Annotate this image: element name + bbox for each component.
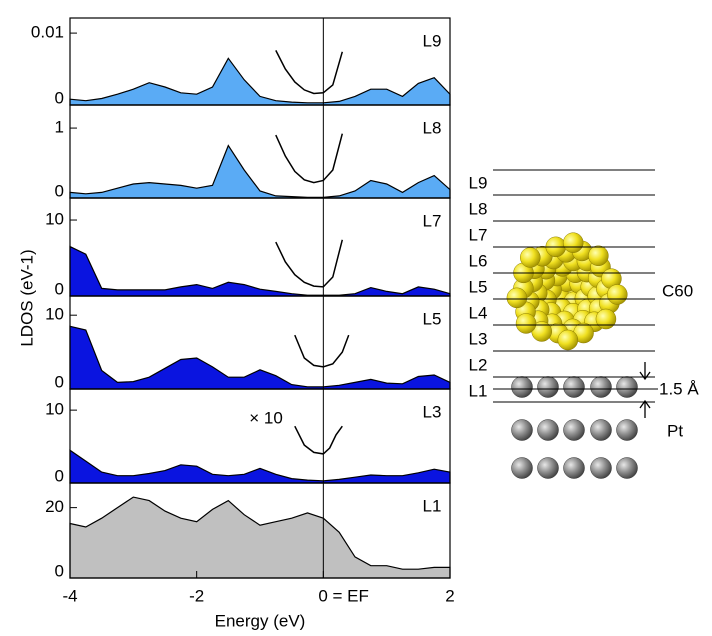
x-tick-label: -2 bbox=[189, 586, 204, 605]
y-tick-label: 0 bbox=[55, 88, 64, 107]
y-tick-label: 0 bbox=[55, 466, 64, 485]
panel-frame bbox=[69, 104, 451, 199]
c60-atom bbox=[515, 313, 537, 334]
y-tick-label: 0 bbox=[55, 372, 64, 391]
inset-curve bbox=[275, 133, 344, 184]
pt-atom bbox=[616, 457, 638, 479]
x-axis-label: Energy (eV) bbox=[215, 611, 306, 630]
inset-curve bbox=[294, 334, 350, 368]
pt-atom bbox=[616, 419, 638, 441]
y-tick-label: 0 bbox=[55, 181, 64, 200]
y-tick-label: 0 bbox=[55, 561, 64, 580]
substrate-label: Pt bbox=[667, 421, 683, 440]
pt-atom bbox=[616, 376, 638, 398]
layer-label: L7 bbox=[469, 225, 488, 244]
arrow bbox=[639, 362, 651, 381]
area bbox=[69, 57, 451, 106]
y-tick-label: 10 bbox=[45, 305, 64, 324]
inset-curve bbox=[294, 425, 343, 455]
y-tick-label: 1 bbox=[55, 118, 64, 137]
annotation: × 10 bbox=[249, 408, 283, 427]
area bbox=[69, 144, 451, 199]
inset-curve bbox=[275, 50, 344, 95]
panel-label: L9 bbox=[423, 31, 442, 50]
c60-atom bbox=[607, 284, 628, 305]
layer-label: L8 bbox=[469, 199, 488, 218]
atoms bbox=[506, 232, 638, 479]
panel-label: L5 bbox=[423, 309, 442, 328]
area bbox=[69, 449, 451, 484]
panel-label: L3 bbox=[423, 402, 442, 421]
pt-atom bbox=[563, 419, 585, 441]
molecule-label: C60 bbox=[662, 281, 693, 300]
arrow bbox=[639, 399, 651, 418]
layer-label: L5 bbox=[469, 277, 488, 296]
layer-label: L2 bbox=[469, 355, 488, 374]
panel-frame bbox=[69, 197, 451, 297]
layer-label: L3 bbox=[469, 329, 488, 348]
x-tick-label: 0 = EF bbox=[318, 586, 369, 605]
layer-label: L6 bbox=[469, 251, 488, 270]
layer-label: L9 bbox=[469, 173, 488, 192]
y-tick-label: 0.01 bbox=[31, 23, 64, 42]
layer-label: L4 bbox=[469, 303, 488, 322]
panel-label: L7 bbox=[423, 211, 442, 230]
c60-atom bbox=[557, 329, 579, 351]
x-tick-label: 2 bbox=[445, 586, 454, 605]
pt-atom bbox=[537, 419, 559, 441]
c60-atom bbox=[595, 308, 617, 330]
pt-atom bbox=[511, 376, 533, 398]
pt-atom bbox=[537, 376, 559, 398]
panel-label: L1 bbox=[423, 496, 442, 515]
x-tick-label: -4 bbox=[62, 586, 77, 605]
y-axis-label: LDOS (eV-1) bbox=[17, 249, 36, 346]
area bbox=[69, 325, 451, 390]
y-tick-label: 10 bbox=[45, 400, 64, 419]
y-tick-label: 10 bbox=[45, 210, 64, 229]
pt-atom bbox=[590, 376, 612, 398]
pt-atom bbox=[511, 457, 533, 479]
c60-atom bbox=[520, 247, 541, 268]
c60-atom bbox=[562, 232, 584, 253]
pt-atom bbox=[563, 457, 585, 479]
pt-atom bbox=[511, 419, 533, 441]
spacing-label: 1.5 Å bbox=[659, 379, 699, 398]
y-tick-label: 20 bbox=[45, 497, 64, 516]
c60-atom bbox=[506, 287, 528, 309]
area bbox=[69, 245, 451, 297]
y-tick-label: 0 bbox=[55, 279, 64, 298]
layer-label: L1 bbox=[469, 381, 488, 400]
c60-atom bbox=[588, 245, 609, 267]
pt-atom bbox=[563, 376, 585, 398]
panel-frame bbox=[69, 482, 451, 579]
pt-atom bbox=[590, 419, 612, 441]
pt-atom bbox=[537, 457, 559, 479]
area bbox=[69, 496, 451, 579]
pt-atom bbox=[590, 457, 612, 479]
panel-label: L8 bbox=[423, 118, 442, 137]
inset-curve bbox=[275, 239, 344, 288]
